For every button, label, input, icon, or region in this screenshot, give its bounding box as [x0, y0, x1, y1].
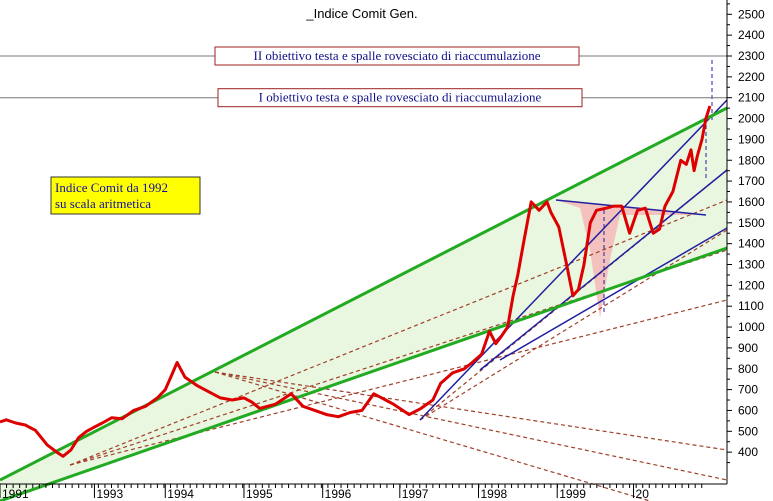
y-tick-label: 1300	[738, 258, 765, 272]
y-tick-label: 600	[738, 403, 758, 417]
trend-line	[555, 199, 707, 216]
y-tick-label: 1200	[738, 278, 765, 292]
y-tick-label: 800	[738, 362, 758, 376]
y-tick-label: 2000	[738, 112, 765, 126]
y-tick-label: 1500	[738, 216, 765, 230]
y-tick-label: 2300	[738, 49, 765, 63]
y-tick-label: 2400	[738, 28, 765, 42]
x-tick-label: 1994	[167, 487, 194, 501]
y-tick-label: 700	[738, 383, 758, 397]
pattern-fill	[556, 200, 706, 318]
y-tick-label: 1600	[738, 195, 765, 209]
y-tick-label: 1100	[738, 299, 764, 313]
note-line: su scala aritmetica	[55, 196, 151, 211]
x-tick-label: 1993	[96, 487, 123, 501]
target-label-box	[214, 46, 580, 66]
y-tick-label: 400	[738, 445, 758, 459]
target-label: II obiettivo testa e spalle rovesciato d…	[254, 48, 541, 63]
y-tick-label: 2100	[738, 91, 765, 105]
y-tick-label: 1700	[738, 174, 765, 188]
y-tick-label: 1400	[738, 237, 765, 251]
y-tick-label: 500	[738, 424, 758, 438]
price-series	[0, 105, 712, 458]
label-layer: II obiettivo testa e spalle rovesciato d…	[50, 6, 583, 215]
fan-line	[214, 371, 651, 501]
y-tick-label: 1000	[738, 320, 765, 334]
y-tick-label: 2500	[738, 7, 765, 21]
note-box	[50, 176, 201, 215]
overlay-layer	[0, 55, 728, 501]
fan-line	[214, 371, 728, 451]
y-tick-label: 900	[738, 341, 758, 355]
x-tick-label: 1999	[559, 487, 586, 501]
data-layer	[0, 105, 712, 458]
x-tick-label: 1998	[480, 487, 507, 501]
x-tick-label: 1995	[246, 487, 273, 501]
fan-line	[214, 371, 728, 481]
trend-channel-fill	[0, 108, 727, 501]
y-tick-label: 1900	[738, 132, 765, 146]
target-label-box	[217, 88, 583, 108]
y-tick-label: 1800	[738, 153, 765, 167]
x-tick-label: 1997	[402, 487, 429, 501]
x-tick-label: 1996	[325, 487, 352, 501]
x-tick-label: 1991	[2, 487, 29, 501]
x-tick-label: 20	[636, 487, 650, 501]
chart-title: _Indice Comit Gen.	[305, 6, 417, 21]
target-label: I obiettivo testa e spalle rovesciato di…	[259, 90, 542, 105]
fan-line	[69, 199, 728, 466]
note-line: Indice Comit da 1992	[55, 180, 168, 195]
trend-line	[499, 227, 728, 361]
trend-line	[419, 99, 728, 421]
y-tick-label: 2200	[738, 70, 765, 84]
channel-lower-line	[0, 246, 728, 501]
channel-upper-line	[0, 106, 728, 482]
